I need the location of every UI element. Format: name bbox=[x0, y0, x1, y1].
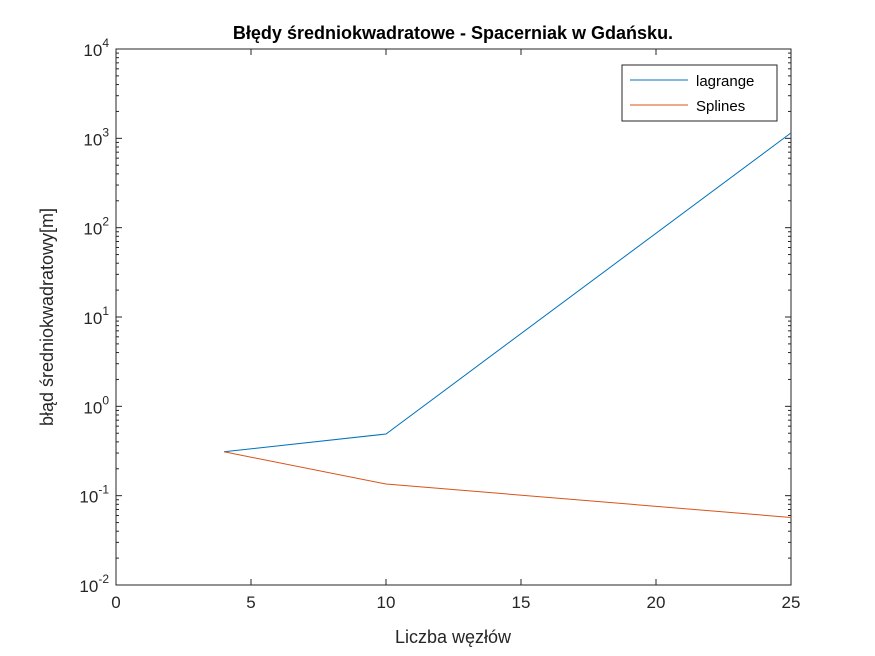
x-tick-label: 0 bbox=[111, 593, 120, 612]
plot-area bbox=[115, 48, 792, 586]
x-axis-label: Liczba węzłów bbox=[395, 627, 512, 647]
x-tick-label: 10 bbox=[377, 593, 396, 612]
y-tick-label: 103 bbox=[83, 125, 109, 149]
axis-ticks: 0 5 10 15 20 25 10-2 10-1 100 101 102 103 104 bbox=[79, 36, 800, 612]
series-lines bbox=[223, 132, 792, 518]
x-tick-label: 5 bbox=[246, 593, 255, 612]
legend-label-lagrange: lagrange bbox=[696, 73, 754, 90]
series-line-lagrange bbox=[223, 132, 792, 453]
x-tick-label: 15 bbox=[512, 593, 531, 612]
y-tick-label: 10-2 bbox=[79, 572, 109, 596]
x-tick-label: 25 bbox=[782, 593, 801, 612]
y-tick-label: 10-1 bbox=[79, 483, 109, 507]
series-line-splines bbox=[223, 451, 792, 518]
y-axis-label: błąd średniokwadratowy[m] bbox=[37, 208, 57, 426]
y-tick-label: 102 bbox=[83, 215, 109, 239]
x-tick-label: 20 bbox=[647, 593, 666, 612]
legend-label-splines: Splines bbox=[696, 98, 745, 115]
chart-title: Błędy średniokwadratowe - Spacerniak w G… bbox=[233, 23, 673, 43]
legend: lagrange Splines bbox=[621, 64, 778, 122]
y-tick-label: 104 bbox=[83, 36, 109, 60]
y-tick-label: 100 bbox=[83, 393, 109, 417]
y-tick-label: 101 bbox=[83, 304, 109, 328]
legend-box bbox=[621, 64, 778, 122]
